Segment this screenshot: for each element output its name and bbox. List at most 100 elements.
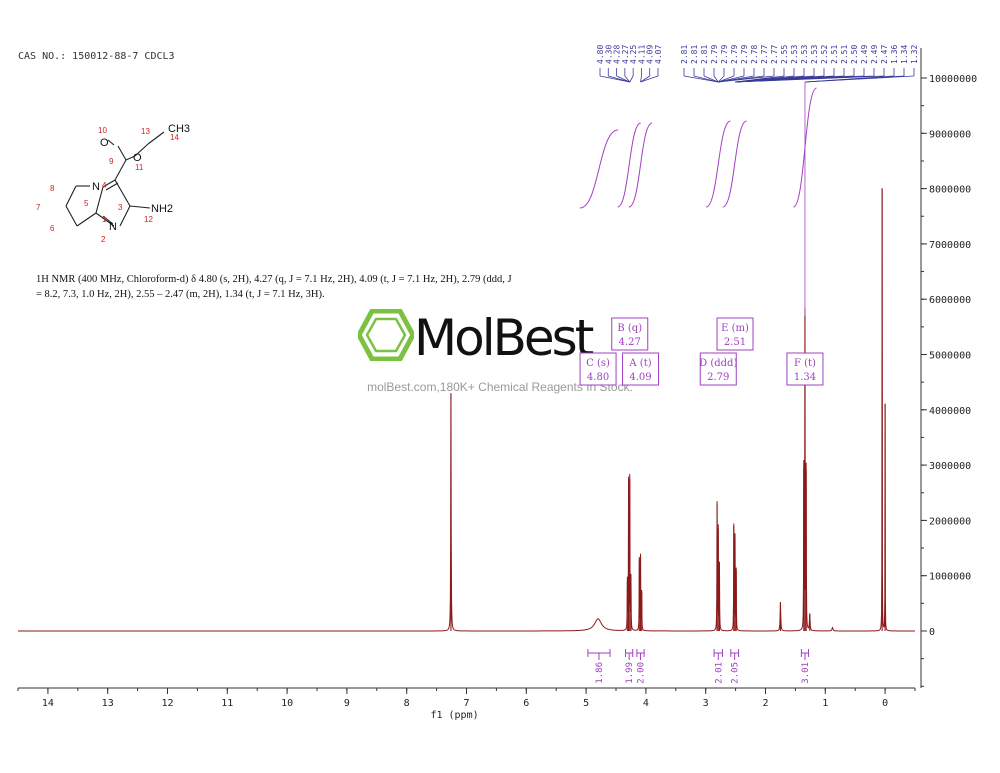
integral-curve bbox=[579, 129, 619, 209]
multiplet-label: B (q) bbox=[617, 323, 642, 334]
peak-label: 2.47 bbox=[880, 45, 889, 64]
peak-label: 2.51 bbox=[830, 45, 839, 64]
atom-O-ester: O bbox=[133, 152, 142, 164]
multiplet-box bbox=[622, 352, 660, 386]
y-tick-label: 5000000 bbox=[929, 351, 971, 362]
peak-label-leader bbox=[640, 75, 642, 83]
integral-value: 2.05 bbox=[731, 662, 741, 684]
y-tick-label: 3000000 bbox=[929, 461, 971, 472]
peak-label: 2.79 bbox=[710, 45, 719, 64]
peak-label-leader bbox=[640, 75, 650, 83]
x-tick-label: 4 bbox=[643, 698, 649, 709]
nmr-description: 1H NMR (400 MHz, Chloroform-d) δ 4.80 (s… bbox=[36, 274, 512, 300]
y-tick-label: 6000000 bbox=[929, 295, 971, 306]
y-tick-label: 9000000 bbox=[929, 129, 971, 140]
peak-label: 2.52 bbox=[820, 45, 829, 64]
atom-number: 4 bbox=[102, 181, 107, 190]
cas-number: CAS NO.: 150012-88-7 CDCL3 bbox=[18, 51, 175, 62]
peak-label: 2.77 bbox=[760, 45, 769, 64]
peak-label-leader bbox=[718, 75, 775, 83]
atom-number: 9 bbox=[109, 157, 114, 166]
integral-value: 2.01 bbox=[714, 662, 724, 684]
spectrum-line bbox=[18, 188, 915, 632]
atom-number: 13 bbox=[141, 127, 150, 136]
atom-CH3: CH3 bbox=[168, 123, 190, 135]
atom-N2: N bbox=[109, 221, 117, 233]
integral-value: 1.99 bbox=[625, 662, 635, 684]
peak-label-leader bbox=[713, 75, 719, 83]
peak-label-leader bbox=[640, 75, 659, 83]
peak-label: 2.81 bbox=[680, 45, 689, 64]
atom-number: 8 bbox=[50, 184, 55, 193]
y-tick-label: 8000000 bbox=[929, 185, 971, 196]
multiplet-box bbox=[699, 352, 737, 386]
molecular-structure: O O N N NH2 CH3 1 2 3 4 5 6 7 8 9 10 11 … bbox=[36, 123, 190, 244]
multiplet-label: A (t) bbox=[628, 358, 651, 369]
peak-label: 2.79 bbox=[720, 45, 729, 64]
peak-label: 2.79 bbox=[730, 45, 739, 64]
peak-label-leader bbox=[683, 75, 719, 83]
peak-label: 4.28 bbox=[613, 45, 622, 64]
atom-number: 1 bbox=[102, 215, 107, 224]
integral-value: 2.00 bbox=[637, 662, 647, 684]
integral-curve bbox=[617, 122, 641, 208]
x-tick-label: 0 bbox=[882, 698, 888, 709]
atom-number: 3 bbox=[118, 203, 123, 212]
peak-label-leader bbox=[804, 75, 915, 83]
x-tick-label: 2 bbox=[762, 698, 768, 709]
peak-label: 2.53 bbox=[790, 45, 799, 64]
peak-label: 4.07 bbox=[654, 45, 663, 64]
x-tick-label: 9 bbox=[344, 698, 350, 709]
atom-number: 11 bbox=[135, 163, 144, 172]
multiplet-shift: 4.27 bbox=[619, 337, 641, 348]
y-tick-label: 10000000 bbox=[929, 74, 977, 85]
peak-label: 1.34 bbox=[900, 45, 909, 64]
multiplet-box bbox=[716, 317, 754, 351]
atom-number: 14 bbox=[170, 133, 179, 142]
peak-label: 2.78 bbox=[750, 45, 759, 64]
peak-label: 2.51 bbox=[840, 45, 849, 64]
multiplet-shift: 2.79 bbox=[707, 372, 729, 383]
atom-O-carbonyl: O bbox=[100, 137, 109, 149]
peak-label-leader bbox=[616, 75, 630, 83]
atom-number: 10 bbox=[98, 126, 107, 135]
atom-number: 7 bbox=[36, 203, 41, 212]
integral-curve bbox=[722, 120, 747, 208]
peak-label-leader bbox=[624, 75, 631, 83]
peak-label: 4.27 bbox=[621, 45, 630, 64]
peak-label: 2.49 bbox=[870, 45, 879, 64]
peak-label: 2.49 bbox=[860, 45, 869, 64]
peak-label: 2.53 bbox=[810, 45, 819, 64]
x-tick-label: 10 bbox=[281, 698, 293, 709]
x-tick-label: 6 bbox=[523, 698, 529, 709]
y-tick-label: 4000000 bbox=[929, 406, 971, 417]
peak-label: 2.81 bbox=[690, 45, 699, 64]
peak-label: 4.11 bbox=[637, 45, 646, 64]
y-tick-label: 0 bbox=[929, 627, 935, 638]
x-tick-label: 5 bbox=[583, 698, 589, 709]
peak-label-leader bbox=[703, 75, 719, 83]
multiplet-shift: 4.09 bbox=[629, 372, 651, 383]
atom-number: 2 bbox=[101, 235, 106, 244]
peak-label: 2.81 bbox=[700, 45, 709, 64]
multiplet-box bbox=[579, 352, 617, 386]
watermark-tagline: molBest.com,180K+ Chemical Reagents In S… bbox=[367, 380, 633, 394]
atom-N5: N bbox=[92, 181, 100, 193]
multiplet-box bbox=[611, 317, 649, 351]
multiplet-label: E (m) bbox=[721, 323, 749, 334]
peak-label-leader bbox=[717, 75, 725, 83]
x-tick-label: 8 bbox=[404, 698, 410, 709]
x-tick-label: 3 bbox=[703, 698, 709, 709]
peak-label-leader bbox=[608, 75, 630, 83]
peak-label: 4.80 bbox=[596, 45, 605, 64]
x-tick-label: 13 bbox=[102, 698, 114, 709]
peak-label: 1.36 bbox=[890, 45, 899, 64]
y-tick-label: 1000000 bbox=[929, 572, 971, 583]
peak-label: 4.30 bbox=[604, 45, 613, 64]
atom-number: 6 bbox=[50, 224, 55, 233]
multiplet-label: F (t) bbox=[794, 358, 816, 369]
peak-label: 2.55 bbox=[780, 45, 789, 64]
multiplet-box bbox=[786, 352, 824, 386]
atom-number: 12 bbox=[144, 215, 153, 224]
multiplet-shift: 1.34 bbox=[794, 372, 816, 383]
